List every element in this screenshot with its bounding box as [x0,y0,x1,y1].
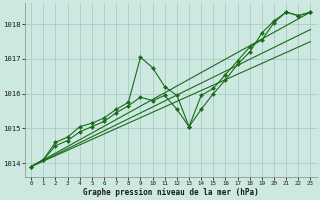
X-axis label: Graphe pression niveau de la mer (hPa): Graphe pression niveau de la mer (hPa) [83,188,259,197]
